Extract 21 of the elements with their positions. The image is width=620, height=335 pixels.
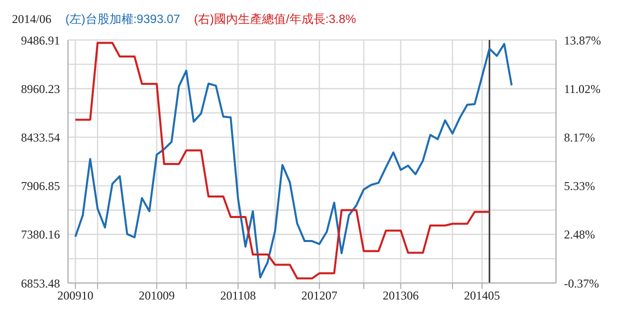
y-tick-label: 8433.54 (21, 130, 60, 144)
text: (右)國內生產總值/年成長:3.8% (194, 10, 356, 28)
y2-tick-label: 11.02% (564, 82, 601, 96)
x-tick-label: 201009 (138, 288, 175, 303)
y-tick-label: 7906.85 (21, 179, 60, 194)
y2-tick-label: 8.17% (564, 130, 595, 145)
y-tick-label: 8960.23 (21, 82, 60, 96)
y-tick-label: 9486.91 (21, 33, 60, 48)
x-tick-label: 201306 (382, 288, 419, 303)
x-tick-label: 201405 (464, 288, 500, 303)
chart-title: 2014/06 (12, 12, 52, 26)
y-tick-label: 6853.48 (21, 276, 60, 290)
y2-tick-label: 2.48% (564, 228, 595, 242)
x-tick-label: 201207 (301, 288, 338, 303)
text: (左)台股加權:9393.07 (65, 10, 180, 28)
x-tick-label: 200910 (57, 288, 94, 303)
y2-tick-label: 13.87% (564, 33, 601, 48)
y-tick-label: 7380.16 (21, 228, 60, 242)
y2-tick-label: -0.37% (564, 276, 599, 290)
x-tick-label: 201108 (220, 288, 256, 303)
y2-tick-label: 5.33% (564, 178, 595, 193)
